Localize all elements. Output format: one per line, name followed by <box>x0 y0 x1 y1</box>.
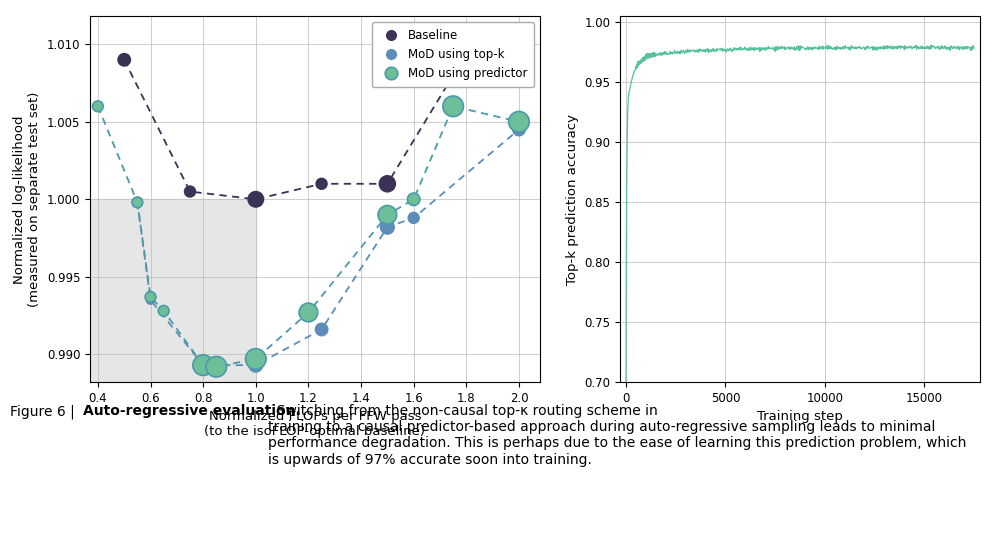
Point <box>379 223 395 232</box>
Point <box>129 198 145 207</box>
Text: Switching from the non-causal top-κ routing scheme in
training to a causal predi: Switching from the non-causal top-κ rout… <box>268 404 966 467</box>
Point <box>511 117 527 126</box>
Point <box>511 125 527 134</box>
Point <box>195 361 211 370</box>
Point <box>248 354 264 363</box>
Point <box>314 180 330 188</box>
Point <box>143 296 159 305</box>
Point <box>314 325 330 334</box>
Point <box>90 102 106 111</box>
Point <box>445 102 461 111</box>
Legend: Baseline, MoD using top-k, MoD using predictor: Baseline, MoD using top-k, MoD using pre… <box>372 22 534 87</box>
Y-axis label: Top-k prediction accuracy: Top-k prediction accuracy <box>566 114 579 285</box>
Text: Figure 6 |: Figure 6 | <box>10 404 79 419</box>
Point <box>195 361 211 370</box>
Point <box>379 210 395 219</box>
Point <box>300 308 316 317</box>
Point <box>248 361 264 370</box>
Point <box>182 187 198 196</box>
Point <box>116 55 132 64</box>
Point <box>143 293 159 301</box>
Point <box>248 195 264 204</box>
X-axis label: Training step: Training step <box>757 411 843 424</box>
Point <box>406 213 422 222</box>
Point <box>445 71 461 80</box>
Y-axis label: Normalized log-likelihood
(measured on separate test set): Normalized log-likelihood (measured on s… <box>13 92 41 307</box>
Point <box>379 180 395 188</box>
Text: Auto-regressive evaluation.: Auto-regressive evaluation. <box>83 404 301 418</box>
Point <box>156 306 172 315</box>
Point <box>406 195 422 204</box>
X-axis label: Normalized FLOPs per FFW pass
(to the isoFLOP-optimal baseline): Normalized FLOPs per FFW pass (to the is… <box>205 411 426 438</box>
Point <box>208 363 224 371</box>
Point <box>129 198 145 207</box>
